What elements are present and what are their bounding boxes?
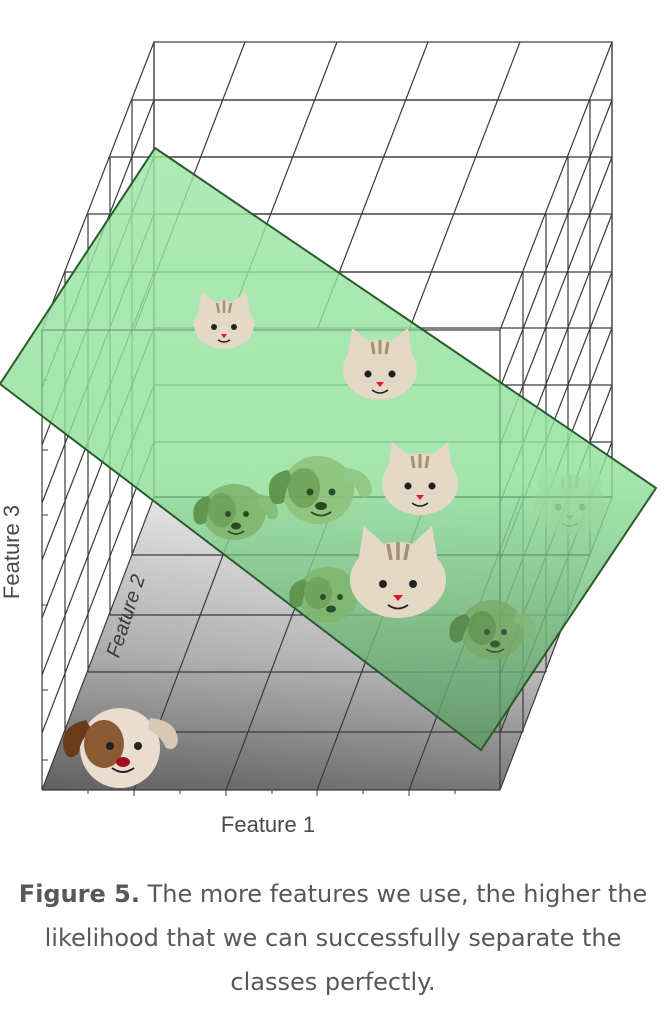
cat-middle-left — [343, 328, 417, 400]
figure-3d-plot: Feature 1 Feature 2 Feature 3 — [0, 41, 658, 837]
dog-center — [268, 456, 372, 524]
dog-below-plane — [62, 708, 178, 788]
cat-small-top — [194, 291, 254, 349]
dog-right — [449, 600, 536, 660]
caption-figure-number: Figure 5. — [18, 880, 140, 908]
caption-text: The more features we use, the higher the… — [44, 880, 648, 996]
cat-middle-right — [382, 442, 458, 515]
figure-caption: Figure 5. The more features we use, the … — [0, 872, 666, 1004]
separating-plane — [0, 146, 658, 752]
dog-left — [193, 484, 278, 540]
axis-label-feature-3: Feature 3 — [0, 505, 24, 599]
axis-label-feature-1: Feature 1 — [221, 812, 315, 837]
cat-large — [350, 526, 446, 618]
